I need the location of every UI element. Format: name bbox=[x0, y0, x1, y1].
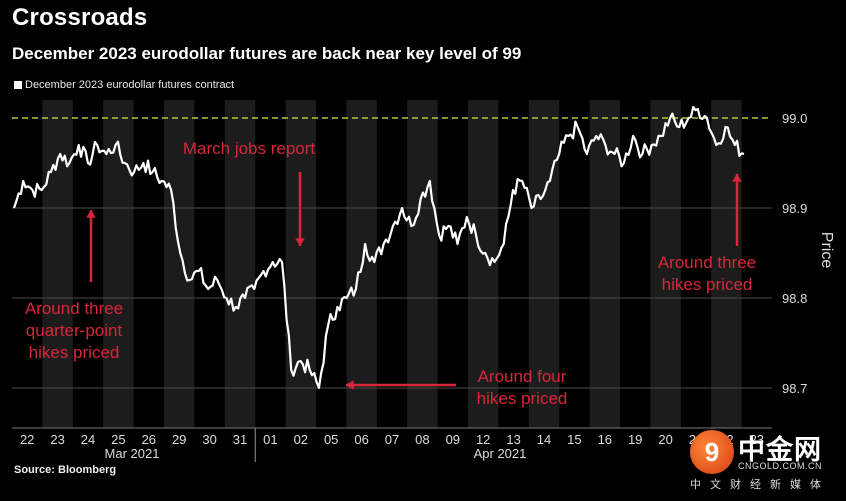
source-note: Source: Bloomberg bbox=[14, 464, 117, 476]
annotation-arrow-three-qp-head bbox=[86, 210, 96, 218]
x-tick-label: 09 bbox=[446, 432, 460, 447]
x-tick-label: 23 bbox=[750, 432, 764, 447]
x-tick-label: 29 bbox=[172, 432, 186, 447]
annotation-three-quarter-point: Around three quarter-point hikes priced bbox=[25, 299, 123, 362]
x-tick-label: 22 bbox=[20, 432, 34, 447]
day-shade-band bbox=[224, 100, 256, 428]
x-tick-label: 01 bbox=[263, 432, 277, 447]
y-tick-label: 98.9 bbox=[782, 201, 807, 216]
day-shade-band bbox=[407, 100, 438, 428]
day-shade-band bbox=[103, 100, 134, 428]
x-tick-label: 06 bbox=[354, 432, 368, 447]
day-shade-band bbox=[528, 100, 560, 428]
x-tick-label: 20 bbox=[658, 432, 672, 447]
legend-label: December 2023 eurodollar futures contrac… bbox=[25, 79, 235, 91]
day-shade-band bbox=[650, 100, 681, 428]
y-tick-label: 98.7 bbox=[782, 381, 807, 396]
x-tick-label: 12 bbox=[476, 432, 490, 447]
x-tick-label: 02 bbox=[294, 432, 308, 447]
y-tick-label: 99.0 bbox=[782, 111, 807, 126]
x-tick-label: 05 bbox=[324, 432, 338, 447]
watermark-url: CNGOLD.COM.CN bbox=[738, 461, 823, 471]
chart-subtitle: December 2023 eurodollar futures are bac… bbox=[12, 44, 522, 63]
series-line-eurodollar bbox=[12, 105, 745, 390]
watermark-emblem: 9 bbox=[690, 430, 734, 474]
watermark-tagline: 中文财经新媒体 bbox=[690, 479, 830, 491]
month-label: Mar 2021 bbox=[105, 446, 160, 461]
annotation-three-hikes: Around three hikes priced bbox=[658, 253, 756, 294]
y-tick-label: 98.8 bbox=[782, 291, 807, 306]
annotation-four-hikes: Around four hikes priced bbox=[477, 367, 568, 408]
legend: December 2023 eurodollar futures contrac… bbox=[14, 79, 234, 91]
x-tick-label: 24 bbox=[81, 432, 95, 447]
x-tick-label: 08 bbox=[415, 432, 429, 447]
chart-title: Crossroads bbox=[12, 4, 148, 31]
day-shade-band bbox=[164, 100, 195, 428]
x-tick-label: 15 bbox=[567, 432, 581, 447]
x-tick-label: 07 bbox=[385, 432, 399, 447]
x-tick-label: 26 bbox=[142, 432, 156, 447]
x-tick-label: 14 bbox=[537, 432, 551, 447]
x-tick-label: 16 bbox=[598, 432, 612, 447]
x-tick-label: 13 bbox=[506, 432, 520, 447]
watermark-name: 中金网 bbox=[738, 435, 822, 465]
x-tick-label: 19 bbox=[628, 432, 642, 447]
y-axis-label: Price bbox=[818, 232, 835, 269]
month-label: Apr 2021 bbox=[474, 446, 527, 461]
x-tick-label: 31 bbox=[233, 432, 247, 447]
day-shade-band bbox=[468, 100, 499, 428]
x-tick-label: 23 bbox=[50, 432, 64, 447]
watermark-logo: 9 中金网 CNGOLD.COM.CN 中文财经新媒体 bbox=[690, 428, 840, 494]
annotation-arrow-jobs-head bbox=[295, 238, 305, 246]
x-tick-label: 25 bbox=[111, 432, 125, 447]
x-tick-label: 30 bbox=[202, 432, 216, 447]
legend-swatch bbox=[14, 81, 22, 89]
day-shade-band bbox=[42, 100, 73, 428]
annotation-arrow-four-head bbox=[346, 380, 354, 390]
annotation-march-jobs: March jobs report bbox=[183, 139, 316, 158]
annotation-arrow-three-head bbox=[732, 174, 742, 182]
day-shade-band bbox=[711, 100, 742, 428]
